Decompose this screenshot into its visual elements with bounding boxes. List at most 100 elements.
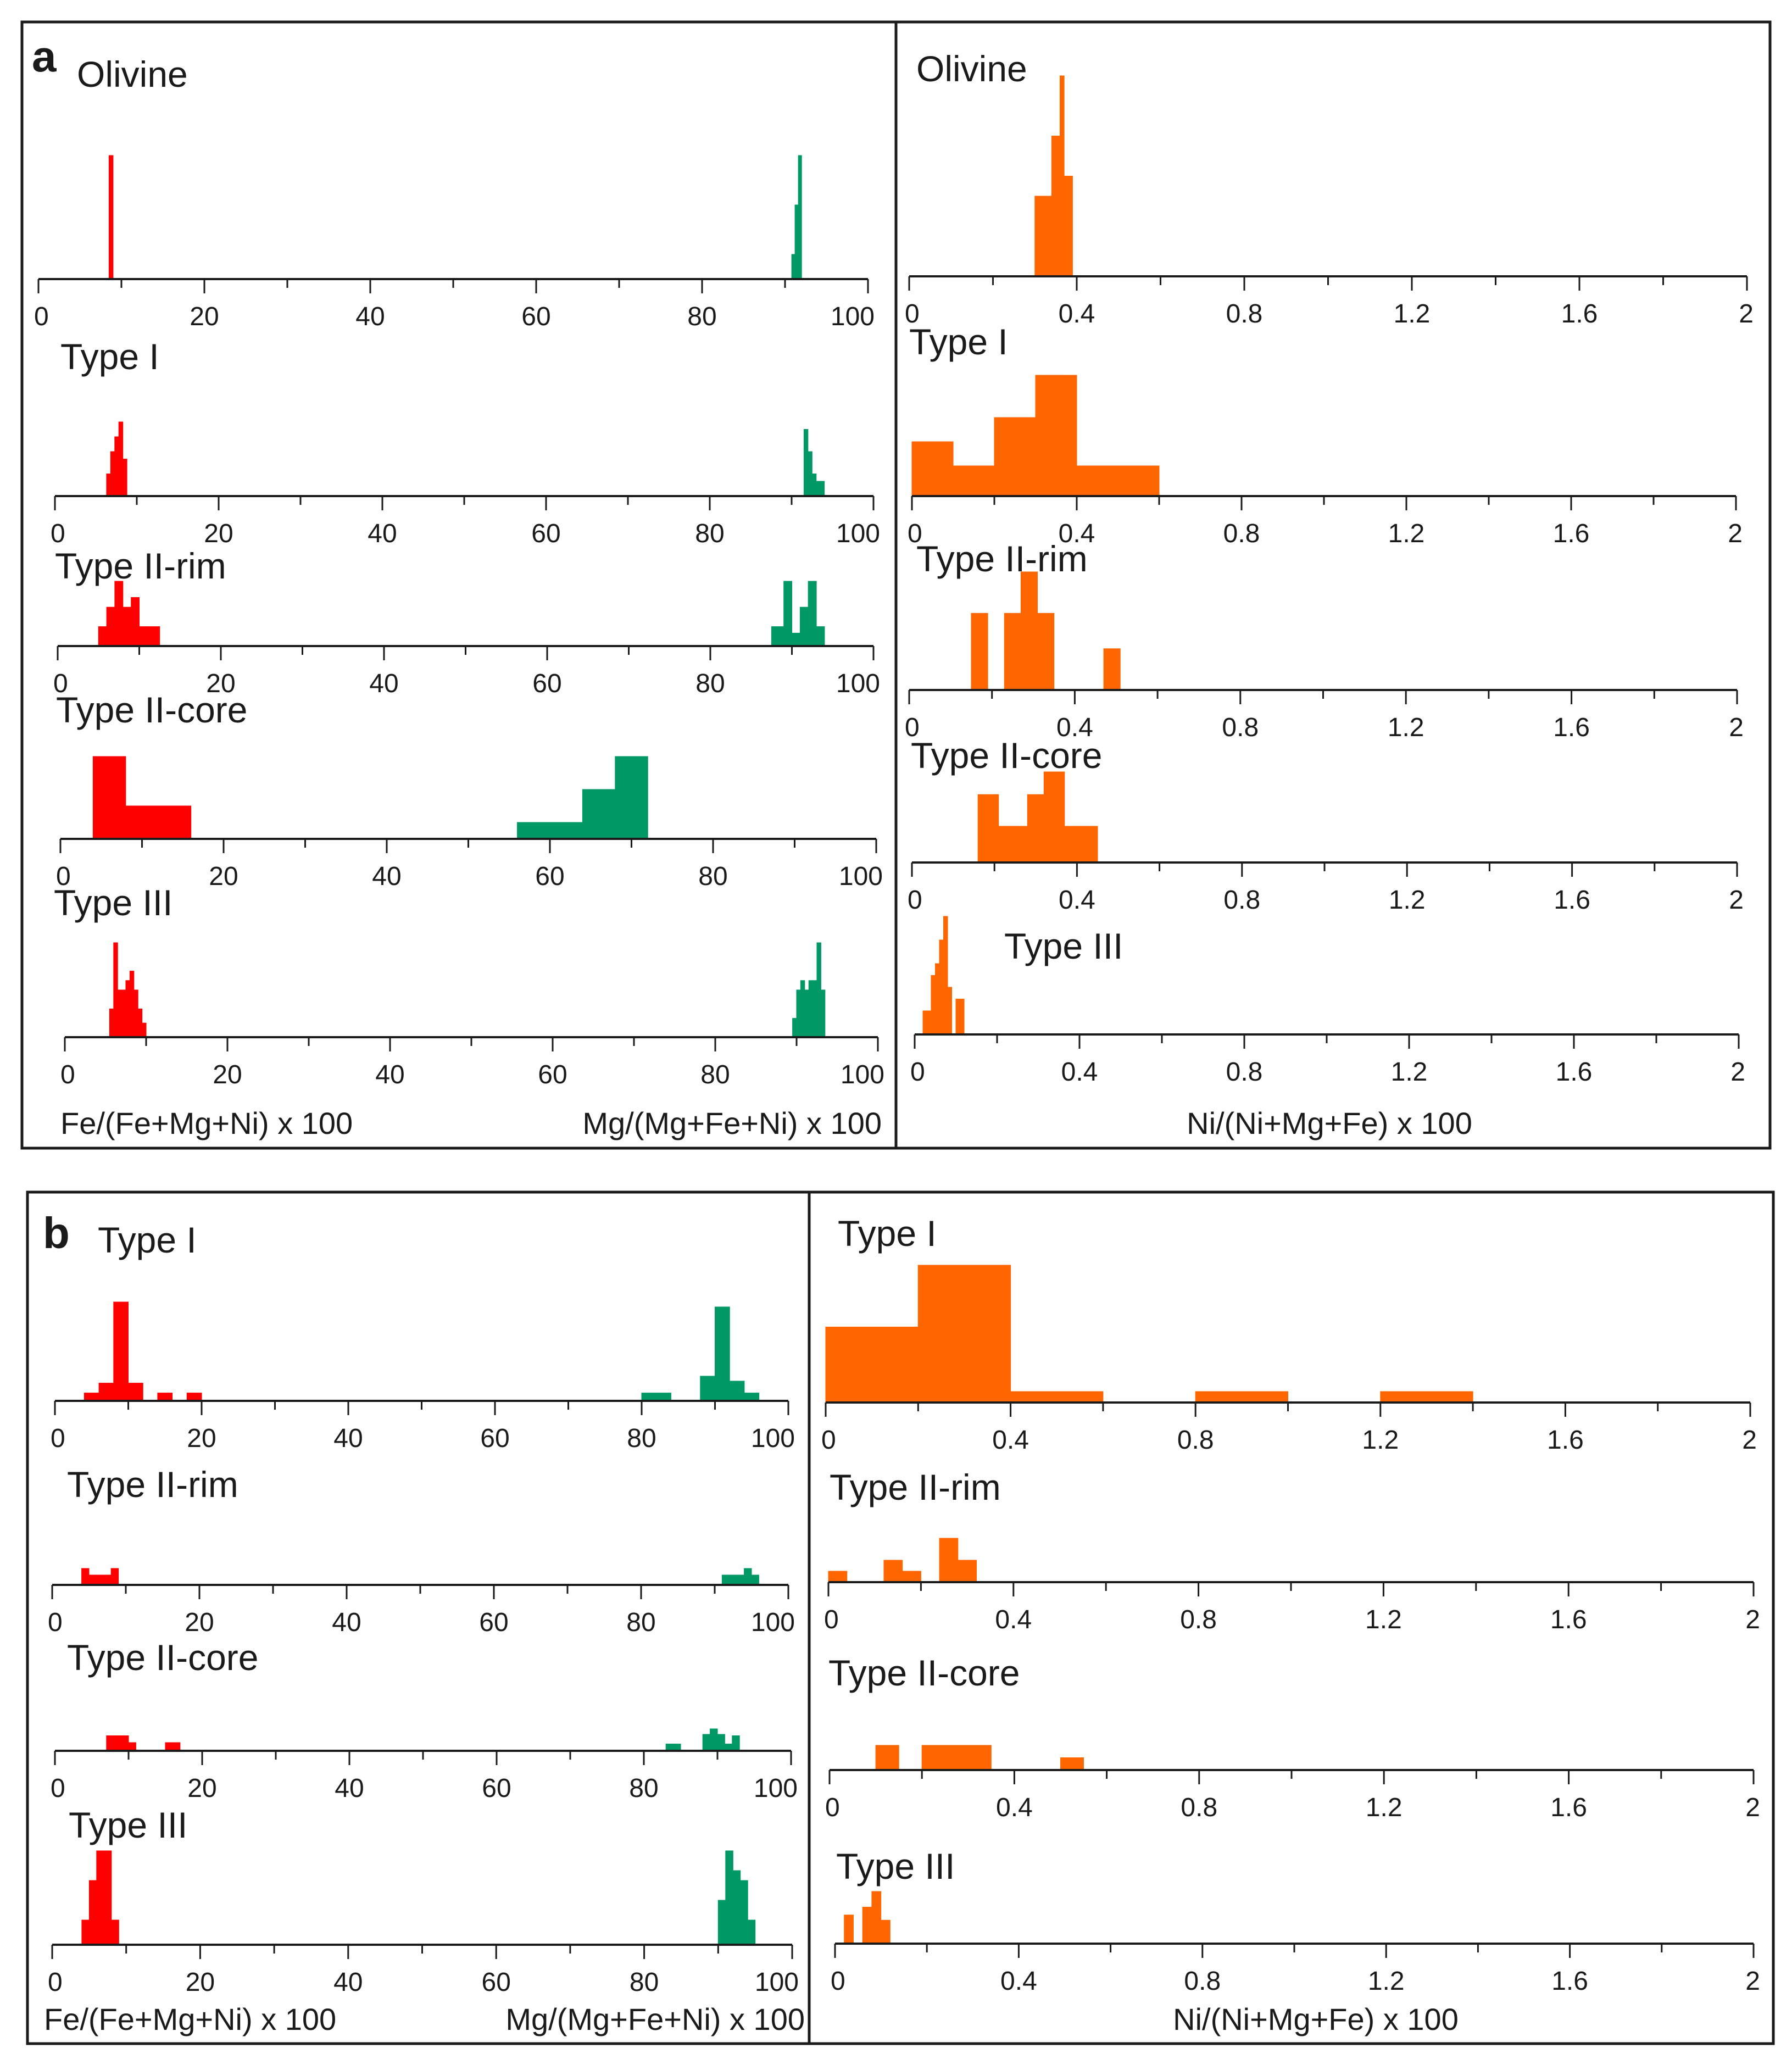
b-left-type-ii-rim-tick-label-5: 100: [751, 1608, 795, 1637]
b-right-type-i-tick-label-1: 0.4: [992, 1426, 1029, 1455]
section-b-mg-axis-label: Mg/(Mg+Fe+Ni) x 100: [505, 2002, 805, 2036]
a-right-type-i-title: Type I: [909, 321, 1008, 362]
a-left-olivine-series0-bar-0: [108, 155, 114, 280]
b-left-type-iii-series0-bar-0: [81, 1919, 90, 1945]
a-left-olivine-chart: Olivine 0 20 40 60 80 100: [34, 54, 875, 331]
b-right-type-i-series0-bar-0: [825, 1327, 919, 1403]
a-left-type-iii-series0-bar-4: [125, 980, 130, 1038]
b-left-type-ii-core-tick-label-4: 80: [629, 1774, 658, 1803]
a-left-type-i-tick-label-0: 0: [51, 519, 65, 548]
a-left-type-iii-series0-bar-1: [113, 942, 118, 1038]
a-right-type-ii-rim-chart: Type II-rim 0 0.4 0.8 1.2 1.6 2: [905, 538, 1744, 742]
b-left-type-iii-series1-bar-4: [747, 1919, 756, 1945]
b-left-type-iii-title: Type III: [69, 1805, 187, 1845]
b-left-type-ii-core-series1-bar-3: [717, 1734, 725, 1751]
a-left-type-ii-rim-series0-bar-5: [139, 626, 148, 647]
a-right-type-ii-core-series0-bar-2: [1027, 794, 1044, 863]
b-left-type-iii-tick-label-5: 100: [755, 1968, 799, 1997]
a-right-type-i-series0-bar-4: [1076, 465, 1160, 497]
a-right-type-i-tick-label-5: 2: [1728, 519, 1743, 548]
a-left-type-ii-rim-series1-bar-1: [783, 581, 792, 647]
section-b-fe-axis-label: Fe/(Fe+Mg+Ni) x 100: [44, 2002, 336, 2036]
a-left-type-ii-rim-series1-bar-3: [799, 606, 809, 647]
a-right-type-iii-series0-bar-5: [947, 987, 952, 1035]
a-left-type-i-chart: Type I 0 20 40 60 80 100: [51, 336, 880, 548]
b-right-type-ii-rim-series0-bar-4: [958, 1560, 977, 1583]
a-left-olivine-tick-label-4: 80: [687, 302, 716, 331]
b-left-type-i-series0-bar-0: [84, 1393, 99, 1401]
a-right-type-iii-series0-bar-2: [935, 963, 940, 1035]
a-right-type-ii-core-series0-bar-3: [1043, 771, 1065, 863]
a-left-type-ii-rim-series0-bar-6: [147, 626, 160, 647]
a-left-type-i-tick-label-1: 20: [204, 519, 233, 548]
b-right-type-iii-series0-bar-3: [881, 1919, 891, 1944]
b-right-type-ii-rim-series0-bar-3: [939, 1538, 959, 1583]
b-right-type-iii-tick-label-1: 0.4: [1000, 1967, 1037, 1996]
a-right-type-i-tick-label-4: 1.6: [1553, 519, 1590, 548]
a-left-type-i-tick-label-4: 80: [695, 519, 724, 548]
a-right-olivine-tick-label-3: 1.2: [1394, 299, 1431, 329]
b-right-type-iii-tick-label-5: 2: [1745, 1967, 1760, 1996]
a-left-type-ii-core-chart: Type II-core 0 20 40 60 80 100: [56, 689, 883, 891]
a-right-type-ii-core-tick-label-4: 1.6: [1554, 886, 1590, 915]
b-right-type-ii-core-tick-label-4: 1.6: [1550, 1793, 1587, 1822]
b-left-type-iii-series0-bar-3: [103, 1850, 112, 1945]
a-right-type-i-tick-label-2: 0.8: [1223, 519, 1260, 548]
a-right-olivine-series0-bar-2: [1051, 136, 1061, 277]
b-left-type-ii-core-series1-bar-1: [702, 1734, 711, 1751]
a-right-type-iii-tick-label-4: 1.6: [1556, 1058, 1593, 1087]
b-left-type-iii-series1-bar-2: [732, 1870, 741, 1945]
a-left-type-i-series1-bar-3: [816, 481, 821, 497]
b-right-type-ii-core-series0-bar-0: [875, 1745, 899, 1771]
b-left-type-ii-rim-series1-bar-0: [721, 1574, 730, 1585]
b-left-type-iii-tick-label-2: 40: [333, 1968, 363, 1997]
a-left-type-iii-tick-label-5: 100: [841, 1060, 884, 1089]
section-b-ni-axis-label: Ni/(Ni+Mg+Fe) x 100: [1173, 2002, 1459, 2036]
a-left-type-ii-rim-title: Type II-rim: [55, 546, 226, 586]
a-left-type-ii-rim-series1-bar-0: [771, 626, 784, 647]
a-right-type-ii-rim-series0-bar-3: [1037, 613, 1055, 691]
a-left-type-i-series0-bar-0: [106, 474, 111, 497]
a-right-olivine-series0-bar-4: [1064, 176, 1073, 277]
a-left-type-ii-core-tick-label-2: 40: [372, 862, 401, 891]
b-right-type-ii-core-tick-label-0: 0: [825, 1793, 840, 1822]
b-right-type-ii-rim-tick-label-4: 1.6: [1550, 1605, 1587, 1634]
b-right-type-i-tick-label-2: 0.8: [1177, 1426, 1214, 1455]
a-left-type-iii-series1-bar-6: [816, 942, 821, 1038]
a-left-olivine-tick-label-3: 60: [521, 302, 550, 331]
a-right-type-ii-core-series0-bar-0: [977, 794, 999, 863]
a-right-type-ii-rim-tick-label-0: 0: [905, 713, 920, 742]
b-left-type-i-tick-label-3: 60: [480, 1424, 509, 1453]
a-right-type-ii-rim-tick-label-1: 0.4: [1056, 713, 1093, 742]
a-left-type-iii-series0-bar-0: [109, 1008, 114, 1038]
b-left-type-i-series1-bar-1: [700, 1376, 716, 1401]
b-right-type-ii-core-tick-label-5: 2: [1745, 1793, 1760, 1822]
b-left-type-ii-core-chart: Type II-core 0 20 40 60 80 100: [51, 1637, 798, 1803]
b-left-type-ii-rim-series1-bar-4: [751, 1574, 759, 1585]
a-left-type-iii-tick-label-3: 60: [538, 1060, 567, 1089]
a-left-type-ii-rim-tick-label-4: 80: [695, 669, 725, 698]
section-a-fe-axis-label: Fe/(Fe+Mg+Ni) x 100: [60, 1106, 353, 1140]
b-left-type-ii-rim-tick-label-4: 80: [626, 1608, 655, 1637]
section-a-mg-axis-label: Mg/(Mg+Fe+Ni) x 100: [582, 1106, 882, 1140]
b-left-type-ii-core-tick-label-5: 100: [754, 1774, 798, 1803]
a-right-type-ii-rim-series0-bar-2: [1020, 571, 1038, 691]
a-left-type-ii-rim-series0-bar-4: [131, 597, 140, 647]
a-right-type-ii-core-tick-label-1: 0.4: [1059, 886, 1095, 915]
b-right-type-ii-core-tick-label-3: 1.2: [1366, 1793, 1403, 1822]
a-left-olivine-title: Olivine: [77, 54, 188, 94]
a-left-type-ii-core-tick-label-0: 0: [56, 862, 71, 891]
a-left-olivine-tick-label-2: 40: [355, 302, 385, 331]
b-right-type-i-series0-bar-1: [917, 1265, 1011, 1403]
section-b-letter: b: [43, 1209, 70, 1257]
b-left-type-i-series0-bar-1: [98, 1383, 114, 1401]
a-left-type-iii-series1-bar-1: [796, 989, 801, 1038]
b-right-type-i-chart: Type I 0 0.4 0.8 1.2 1.6 2: [821, 1213, 1757, 1455]
b-left-type-i-tick-label-0: 0: [51, 1424, 65, 1453]
b-left-type-iii-series1-bar-1: [725, 1850, 733, 1945]
a-right-type-iii-tick-label-5: 2: [1730, 1058, 1745, 1087]
b-left-type-ii-core-series1-bar-2: [710, 1728, 718, 1751]
a-right-olivine-title: Olivine: [916, 48, 1027, 89]
a-left-type-i-series1-bar-2: [811, 474, 817, 497]
b-left-type-iii-series1-bar-0: [717, 1900, 726, 1945]
